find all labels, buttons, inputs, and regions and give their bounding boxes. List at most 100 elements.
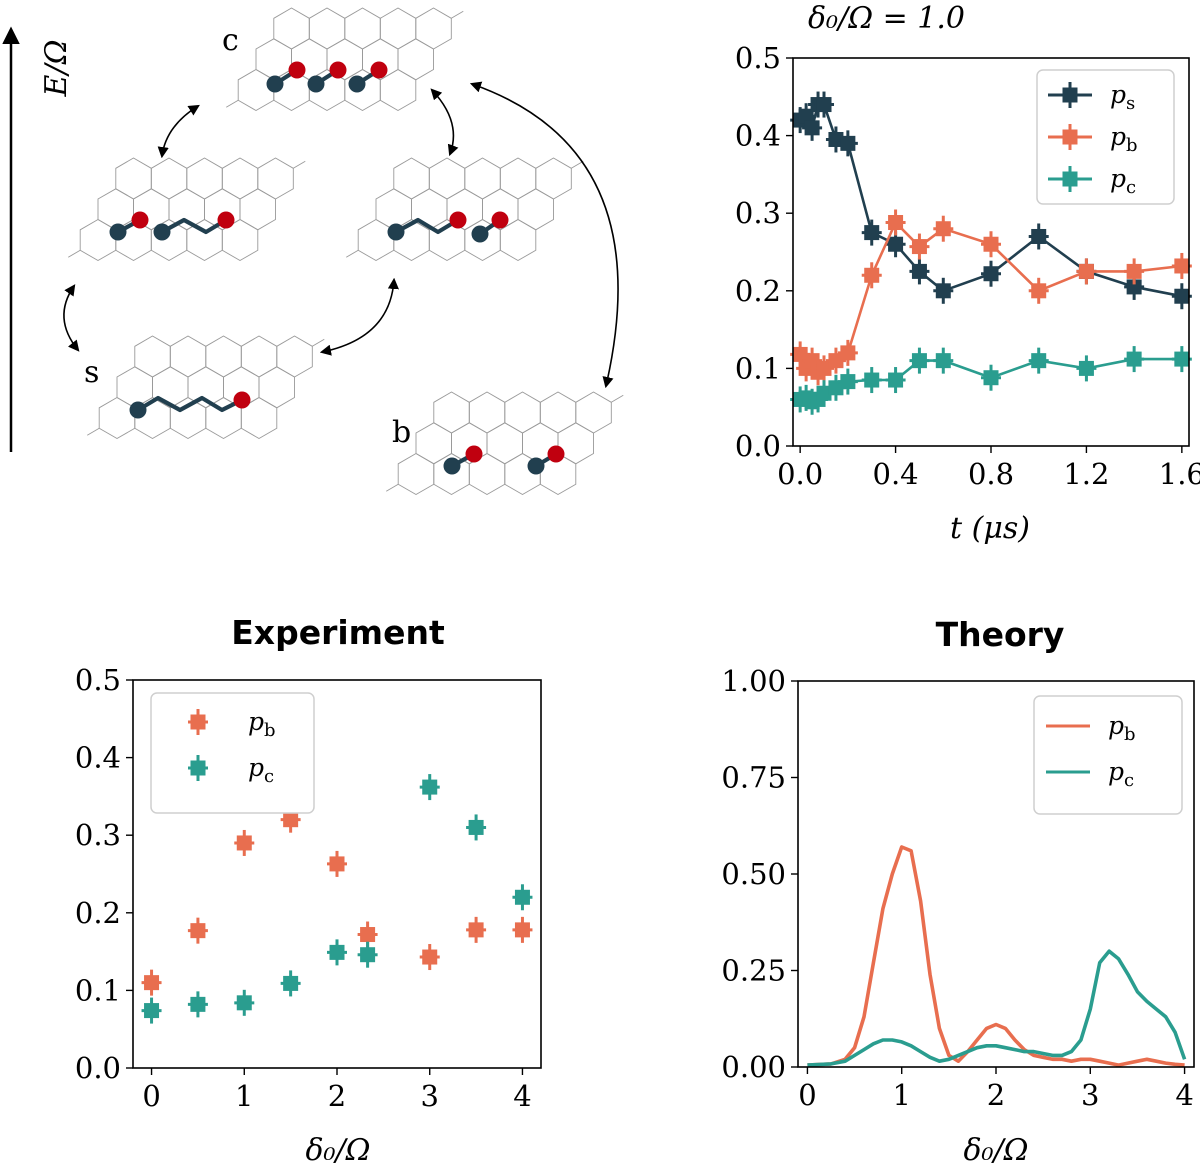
lattice-cell — [97, 188, 134, 231]
experiment-x-axis-label: δ₀/Ω — [305, 1133, 370, 1168]
legend-label: ps — [1110, 80, 1135, 114]
atom-marker — [527, 457, 545, 475]
data-point — [804, 120, 820, 136]
lattice-cell — [504, 391, 541, 434]
atom-marker — [109, 223, 127, 241]
lattice-cell — [464, 157, 501, 200]
transition-arrow-c-right — [430, 88, 459, 157]
series-b — [141, 806, 533, 996]
y-tick-label: 0.50 — [721, 857, 786, 891]
x-tick-label: 3 — [1081, 1078, 1099, 1112]
lattice-cell — [186, 157, 223, 200]
x-tick-label: 2 — [987, 1078, 1005, 1112]
transition-arrow-s-right — [319, 277, 399, 356]
atom-marker — [443, 457, 461, 475]
data-point — [864, 225, 880, 241]
y-tick-label: 0.75 — [721, 761, 786, 795]
transition-arrow-left-s — [63, 284, 80, 352]
lattice-cell — [535, 157, 572, 200]
time-chart-title: δ₀/Ω = 1.0 — [808, 1, 965, 36]
data-point — [514, 922, 530, 938]
atom-marker — [129, 401, 147, 419]
data-point — [816, 97, 832, 113]
atom-marker — [348, 75, 366, 93]
data-point — [329, 856, 345, 872]
data-point — [840, 345, 856, 361]
lattice-edge — [226, 99, 239, 108]
legend-marker — [188, 755, 208, 781]
atom-marker — [131, 211, 149, 229]
lattice-cell — [221, 157, 259, 200]
lattice-cell — [433, 391, 470, 434]
data-point — [144, 975, 160, 991]
lattice-cell — [411, 188, 448, 231]
lattice-cell — [517, 188, 554, 231]
data-point — [1031, 228, 1047, 244]
y-tick-label: 0.5 — [735, 41, 781, 75]
y-tick-label: 0.25 — [721, 954, 786, 988]
lattice-edge — [611, 394, 624, 403]
lattice-cell — [115, 157, 152, 200]
atom-marker — [329, 61, 347, 79]
data-point — [864, 372, 880, 388]
experiment-chart: Experiment 0 1 2 3 4 0.0 0.1 0.2 0.3 0.4 0.5 δ₀/Ω… — [75, 613, 542, 1168]
atom-marker — [233, 391, 251, 409]
data-point — [1174, 258, 1190, 274]
lattice-cell — [169, 335, 207, 378]
lattice-edge — [346, 249, 359, 258]
x-tick-label: 0 — [798, 1078, 816, 1112]
data-point — [1062, 87, 1078, 103]
theory-x-axis-label: δ₀/Ω — [963, 1133, 1028, 1168]
lattice-cell — [357, 218, 395, 262]
x-tick-label: 1.2 — [1063, 457, 1109, 491]
legend-label: pb — [248, 707, 276, 741]
data-point — [1031, 353, 1047, 369]
lattice-cell — [240, 335, 278, 378]
lattice-cell — [205, 335, 242, 378]
data-point — [792, 346, 808, 362]
lattice-cell — [393, 157, 430, 200]
dimer-bond — [160, 217, 228, 235]
lattice-state-b — [386, 391, 624, 496]
energy-axis-label: E/Ω — [39, 40, 74, 98]
x-tick-label: 1 — [235, 1079, 253, 1113]
data-point — [190, 923, 206, 939]
transition-arrow-c-b — [469, 81, 619, 389]
lattice-cell — [258, 366, 295, 409]
data-point — [983, 266, 999, 282]
experiment-chart-title: Experiment — [231, 613, 445, 652]
data-point — [283, 975, 299, 991]
data-point — [888, 236, 904, 252]
data-point — [798, 108, 814, 124]
data-point — [1126, 279, 1142, 295]
lattice-cell — [499, 157, 537, 200]
data-point — [828, 353, 844, 369]
data-point — [816, 385, 832, 401]
data-point — [190, 996, 206, 1012]
x-tick-label: 1 — [892, 1078, 910, 1112]
data-point — [468, 922, 484, 938]
lattice-edge — [87, 427, 100, 436]
state-label-c: c — [222, 23, 239, 58]
data-point — [911, 263, 927, 279]
y-tick-label: 0.4 — [735, 119, 781, 153]
data-point — [422, 949, 438, 965]
x-tick-label: 3 — [421, 1079, 439, 1113]
data-point — [888, 215, 904, 231]
y-tick-label: 0.2 — [75, 896, 121, 930]
y-tick-label: 0.5 — [75, 663, 121, 697]
lattice-edge — [386, 483, 399, 492]
data-point — [840, 135, 856, 151]
atom-marker — [153, 223, 171, 241]
data-point — [1062, 171, 1078, 187]
lattice-cell — [486, 422, 523, 465]
time-evolution-chart: δ₀/Ω = 1.0 0.0 0.4 0.8 1.2 1.6 0.0 0.1 0.2 0.3 0… — [735, 1, 1200, 546]
atom-marker — [217, 211, 235, 229]
lattice-cell — [239, 188, 276, 231]
data-point — [468, 819, 484, 835]
energy-diagram: E/Ω c s b — [2, 7, 624, 496]
data-point — [1174, 351, 1190, 367]
y-tick-label: 0.1 — [735, 351, 781, 385]
